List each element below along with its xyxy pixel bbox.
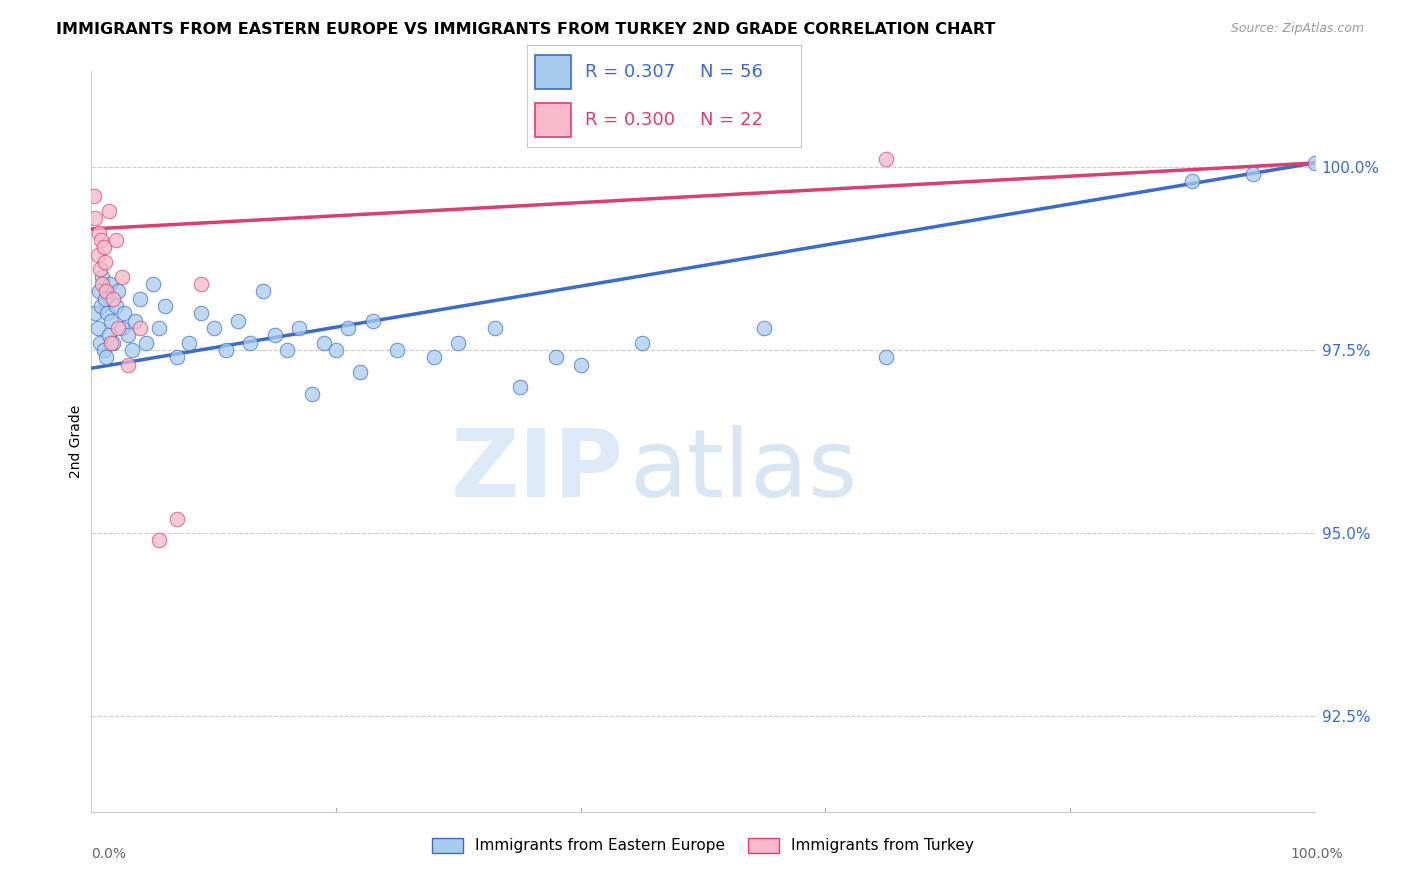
Point	[86, 247, 108, 261]
Point	[90, 233, 112, 247]
Point	[385, 343, 409, 357]
Point	[129, 321, 152, 335]
Text: 0.0%: 0.0%	[91, 847, 127, 861]
Point	[546, 350, 568, 364]
Point	[1303, 156, 1326, 170]
Point	[875, 350, 898, 364]
Point	[121, 343, 143, 357]
Point	[94, 285, 117, 299]
Point	[135, 335, 157, 350]
Point	[337, 321, 360, 335]
Point	[252, 285, 274, 299]
Point	[361, 313, 384, 327]
Point	[84, 211, 107, 225]
Point	[94, 292, 117, 306]
Point	[90, 299, 112, 313]
Point	[91, 277, 114, 291]
Point	[97, 328, 120, 343]
Legend: Immigrants from Eastern Europe, Immigrants from Turkey: Immigrants from Eastern Europe, Immigran…	[426, 831, 980, 860]
Point	[87, 285, 110, 299]
Text: Source: ZipAtlas.com: Source: ZipAtlas.com	[1230, 22, 1364, 36]
Text: R = 0.300: R = 0.300	[585, 111, 675, 129]
Point	[264, 328, 287, 343]
Point	[97, 203, 120, 218]
Point	[226, 313, 249, 327]
FancyBboxPatch shape	[536, 55, 571, 88]
Point	[117, 358, 139, 372]
Point	[423, 350, 446, 364]
Y-axis label: 2nd Grade: 2nd Grade	[69, 405, 83, 478]
Point	[107, 321, 129, 335]
Point	[190, 277, 212, 291]
Point	[166, 511, 188, 525]
Text: N = 56: N = 56	[700, 62, 763, 81]
Point	[111, 269, 134, 284]
Text: N = 22: N = 22	[700, 111, 763, 129]
Point	[89, 335, 111, 350]
Point	[84, 306, 107, 320]
Point	[325, 343, 347, 357]
Point	[103, 292, 125, 306]
Point	[104, 299, 127, 313]
Point	[202, 321, 225, 335]
Point	[631, 335, 654, 350]
Point	[124, 313, 146, 327]
Point	[569, 358, 592, 372]
Point	[190, 306, 212, 320]
Point	[94, 350, 117, 364]
Point	[89, 262, 111, 277]
FancyBboxPatch shape	[536, 103, 571, 137]
Point	[91, 269, 114, 284]
Point	[107, 285, 129, 299]
Point	[100, 335, 122, 350]
Point	[179, 335, 201, 350]
Point	[103, 335, 125, 350]
Text: 100.0%: 100.0%	[1291, 847, 1343, 861]
Point	[117, 328, 139, 343]
Point	[104, 233, 127, 247]
Point	[148, 321, 170, 335]
Point	[301, 387, 323, 401]
Point	[129, 292, 152, 306]
Point	[111, 321, 134, 335]
Point	[86, 321, 108, 335]
Text: ZIP: ZIP	[450, 425, 623, 517]
Point	[112, 306, 135, 320]
Point	[87, 226, 110, 240]
Point	[141, 277, 163, 291]
Text: IMMIGRANTS FROM EASTERN EUROPE VS IMMIGRANTS FROM TURKEY 2ND GRADE CORRELATION C: IMMIGRANTS FROM EASTERN EUROPE VS IMMIGR…	[56, 22, 995, 37]
Point	[509, 379, 531, 393]
Text: atlas: atlas	[630, 425, 858, 517]
Point	[754, 321, 776, 335]
Point	[83, 189, 105, 203]
Point	[93, 343, 115, 357]
Point	[288, 321, 311, 335]
Point	[349, 365, 371, 379]
Point	[96, 306, 118, 320]
Point	[148, 533, 170, 548]
Point	[1243, 167, 1265, 181]
Point	[447, 335, 470, 350]
Point	[276, 343, 298, 357]
Point	[94, 255, 117, 269]
Point	[98, 277, 121, 291]
Point	[215, 343, 238, 357]
Point	[484, 321, 506, 335]
Point	[153, 299, 176, 313]
Point	[875, 153, 898, 167]
Point	[93, 240, 115, 254]
Point	[100, 313, 122, 327]
Point	[1181, 174, 1204, 188]
Text: R = 0.307: R = 0.307	[585, 62, 675, 81]
Point	[239, 335, 262, 350]
Point	[312, 335, 335, 350]
Point	[166, 350, 188, 364]
